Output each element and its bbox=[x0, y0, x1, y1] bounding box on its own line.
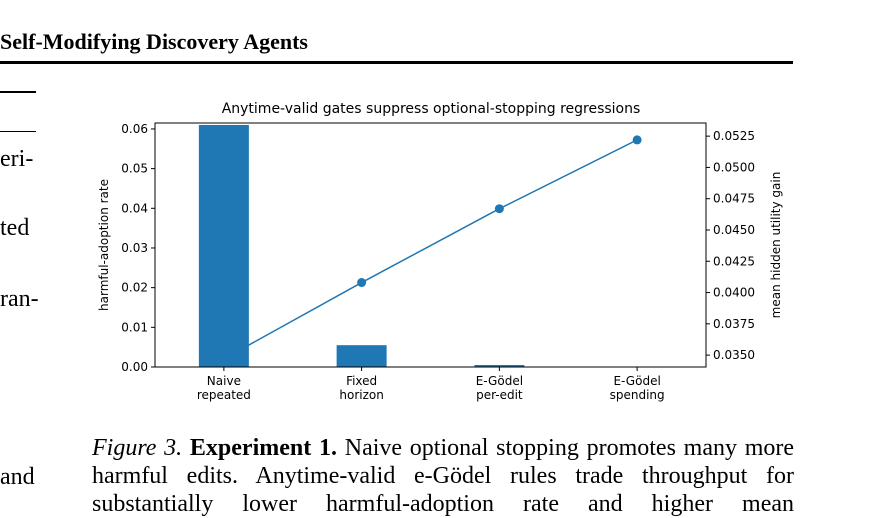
chart: Anytime-valid gates suppress optional-st… bbox=[97, 101, 783, 402]
line-series bbox=[219, 135, 642, 364]
caption-line: Naive optional stopping promotes many bbox=[344, 435, 737, 461]
x-tick-label: Naive repeated bbox=[197, 374, 251, 402]
y-tick-label: 0.05 bbox=[121, 162, 148, 176]
left-column-fragment: and bbox=[0, 464, 35, 490]
plot-area-frame bbox=[154, 122, 707, 368]
y2-tick-label: 0.0425 bbox=[713, 254, 755, 268]
y-tick-label: 0.01 bbox=[121, 320, 148, 334]
line-point bbox=[632, 135, 642, 145]
y-tick-label: 0.00 bbox=[121, 360, 148, 374]
y-tick-label: 0.03 bbox=[121, 241, 148, 255]
y-axis-label: harmful-adoption rate bbox=[97, 179, 111, 311]
series-line bbox=[223, 139, 638, 360]
bar bbox=[474, 365, 525, 367]
y-tick-label: 0.06 bbox=[121, 122, 148, 136]
y2-tick-label: 0.0375 bbox=[713, 317, 755, 331]
y-axis: 0.00 0.01 0.02 0.03 0.04 0.05 0.06 bbox=[121, 122, 155, 374]
left-column-rule bbox=[0, 131, 36, 132]
header-rule bbox=[0, 61, 793, 64]
y2-axis: 0.0350 0.0375 0.0400 0.0425 0.0450 0.0475 0.05… bbox=[706, 129, 755, 362]
chart-title: Anytime-valid gates suppress optional-st… bbox=[222, 101, 641, 117]
bar-series bbox=[198, 124, 525, 368]
line-point bbox=[494, 204, 504, 214]
y2-tick-label: 0.0525 bbox=[713, 129, 755, 143]
left-column-rule bbox=[0, 91, 36, 93]
caption-line: more harmful edits. Anytime-valid e-Göde… bbox=[92, 435, 795, 489]
y2-tick-label: 0.0350 bbox=[713, 348, 755, 362]
x-tick-label: Fixed horizon bbox=[339, 374, 383, 402]
left-column-fragment: ran- bbox=[0, 286, 39, 312]
running-header: Self-Modifying Discovery Agents bbox=[0, 29, 308, 54]
y2-axis-label: mean hidden utility gain bbox=[769, 172, 783, 319]
bar bbox=[336, 345, 387, 367]
left-column-fragment: ted bbox=[0, 215, 30, 241]
y2-tick-label: 0.0450 bbox=[713, 223, 755, 237]
x-axis: Naive repeated Fixed horizon E-Gödel per-edit… bbox=[197, 367, 665, 402]
y2-tick-label: 0.0400 bbox=[713, 286, 755, 300]
line-point bbox=[357, 278, 367, 288]
y2-tick-label: 0.0500 bbox=[713, 160, 755, 174]
figure-caption: Figure 3. Experiment 1. Naive optional s… bbox=[92, 434, 794, 518]
x-tick-label: E-Gödel per-edit bbox=[476, 374, 523, 402]
caption-title: Experiment 1. bbox=[189, 435, 337, 461]
y-tick-label: 0.04 bbox=[121, 201, 148, 215]
y-tick-label: 0.02 bbox=[121, 281, 148, 295]
left-column-fragment: eri- bbox=[0, 146, 34, 172]
caption-label: Figure 3. bbox=[92, 435, 183, 461]
x-tick-label: E-Gödel spending bbox=[610, 374, 665, 402]
y2-tick-label: 0.0475 bbox=[713, 192, 755, 206]
line-point bbox=[219, 354, 229, 364]
bar bbox=[198, 124, 249, 368]
